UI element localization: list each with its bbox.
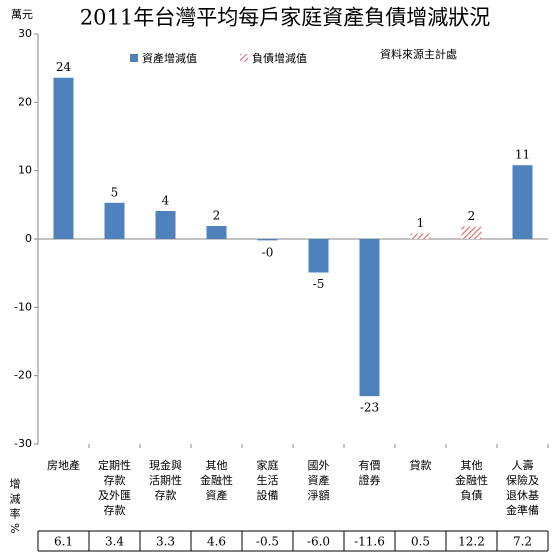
data-label: 2 (213, 209, 221, 223)
table-cell: 3.3 (156, 535, 175, 549)
bar (53, 77, 74, 239)
legend-label: 資產增減值 (142, 51, 197, 65)
table-cell: 3.4 (105, 535, 124, 549)
data-label: -0 (262, 246, 274, 260)
table-cell: 12.2 (458, 535, 485, 549)
y-tick-label: 10 (18, 164, 32, 177)
table-cell: -11.6 (354, 535, 385, 549)
y-tick-label: -10 (14, 300, 32, 313)
x-tick-label: 定期性存款及外匯存款 (98, 458, 131, 517)
x-tick-label: 家庭生活設備 (257, 458, 279, 502)
table-cell: 6.1 (54, 535, 73, 549)
bar (257, 239, 278, 241)
y-tick-label: -20 (14, 369, 32, 382)
legend-swatch (130, 54, 138, 62)
x-tick-label: 貸款 (410, 458, 432, 472)
bar (461, 226, 482, 239)
chart-title: 2011年台灣平均每戶家庭資產負債增減狀況 (80, 6, 490, 30)
data-label: 2 (468, 209, 476, 223)
data-label: 5 (111, 185, 119, 199)
bar (104, 202, 125, 239)
y-tick-label: 20 (18, 95, 32, 108)
bar (410, 233, 431, 239)
legend-swatch (240, 54, 248, 62)
table-cell: 7.2 (513, 535, 532, 549)
table-cell: 4.6 (207, 535, 226, 549)
x-tick-label: 現金與活期性存款 (149, 458, 182, 502)
bar (206, 226, 227, 239)
x-tick-label: 其他金融性負債 (455, 459, 488, 502)
table-cell: -0.5 (256, 535, 279, 549)
data-label: 11 (515, 148, 530, 162)
table-cell: -6.0 (307, 535, 330, 549)
data-label: 4 (162, 193, 170, 207)
y-tick-label: 30 (18, 27, 32, 40)
data-label: 24 (56, 60, 72, 74)
y-tick-label: -30 (14, 437, 32, 450)
x-tick-label: 房地產 (47, 458, 80, 472)
bar (155, 210, 176, 239)
data-label: -5 (313, 277, 325, 291)
x-tick-label: 國外資產淨額 (308, 459, 330, 502)
y-tick-label: 0 (25, 232, 32, 245)
x-tick-label: 人壽保險及退休基金準備 (506, 458, 539, 517)
data-label: 1 (417, 216, 425, 230)
table-cell: 0.5 (411, 535, 430, 549)
y-unit: 萬元 (11, 8, 33, 21)
data-label: -23 (360, 401, 379, 415)
bar (359, 239, 380, 397)
legend-label: 負債增減值 (252, 51, 307, 65)
x-tick-label: 有價證券 (359, 458, 381, 487)
x-tick-label: 其他金融性資產 (200, 459, 233, 502)
source-note: 資料來源主計處 (380, 47, 457, 61)
bar (512, 165, 533, 239)
row-label: 增減率% (8, 477, 21, 538)
bar (308, 239, 329, 273)
